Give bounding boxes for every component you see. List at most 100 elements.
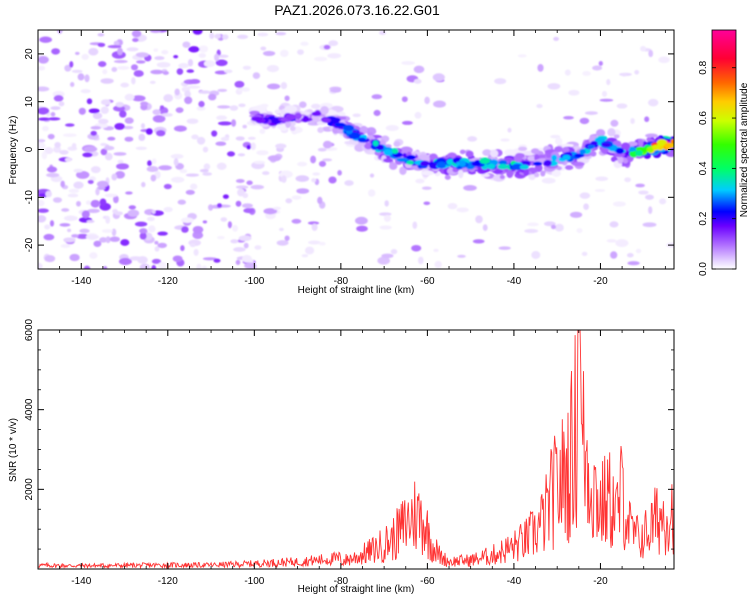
spectrogram-blob bbox=[612, 201, 626, 207]
spectrogram-blob bbox=[259, 128, 266, 134]
spectrogram-blob bbox=[220, 217, 228, 222]
spectrogram-blob bbox=[635, 248, 642, 254]
spectrogram-blob bbox=[613, 134, 620, 139]
spectrogram-blob bbox=[587, 144, 595, 149]
spectrogram-blob bbox=[329, 88, 342, 93]
spectrogram-blob bbox=[327, 53, 342, 59]
spectrogram-blob bbox=[527, 222, 539, 227]
spectrogram-blob bbox=[310, 155, 317, 164]
spectrogram-blob bbox=[594, 188, 606, 193]
spectrogram-blob bbox=[579, 117, 590, 125]
spectrogram-blob bbox=[617, 155, 624, 164]
snr-x-axis: -140 -120 -100 -80 -60 -40 -20 bbox=[37, 330, 666, 587]
spectrogram-blob bbox=[406, 154, 417, 160]
spectrogram-blob bbox=[100, 78, 114, 84]
spectrogram-blob bbox=[444, 174, 451, 180]
spectrogram-x-axis: -140 -120 -100 -80 -60 -40 -20 bbox=[37, 30, 666, 287]
spectrogram-blob bbox=[297, 49, 304, 55]
spectrogram-blob bbox=[174, 88, 180, 96]
spectrogram-blob bbox=[551, 154, 558, 162]
spectrogram-blob bbox=[90, 125, 102, 130]
spectrogram-blob bbox=[98, 61, 107, 68]
spectrogram-blob bbox=[383, 214, 391, 222]
spectrogram-blob bbox=[621, 73, 627, 77]
spectrogram-blob bbox=[65, 123, 75, 127]
spectrogram-blob bbox=[630, 118, 635, 124]
spectrogram-blob bbox=[39, 36, 53, 43]
spectrogram-blob bbox=[423, 201, 431, 206]
spectrogram-blob bbox=[432, 73, 445, 82]
y-tick-label: 10 bbox=[24, 96, 35, 108]
spectrogram-blob bbox=[497, 163, 509, 170]
x-tick-label: -120 bbox=[158, 576, 178, 587]
spectrogram-blob bbox=[50, 106, 61, 111]
spectrogram-blob bbox=[494, 78, 507, 85]
spectrogram-blob bbox=[217, 88, 228, 92]
spectrogram-blob bbox=[644, 116, 650, 123]
spectrogram-blob bbox=[231, 119, 237, 127]
spectrogram-blob bbox=[658, 56, 670, 64]
spectrogram-blob bbox=[615, 147, 625, 155]
spectrogram-blob bbox=[135, 52, 149, 58]
spectrogram-blob bbox=[238, 235, 252, 242]
spectrogram-blob bbox=[188, 46, 200, 53]
spectrogram-blob bbox=[257, 32, 269, 37]
spectrogram-blob bbox=[540, 170, 546, 177]
spectrogram-blob bbox=[192, 30, 203, 35]
spectrogram-blob bbox=[433, 100, 446, 108]
spectrogram-blob bbox=[447, 202, 458, 210]
spectrogram-blob bbox=[75, 170, 90, 179]
spectrogram-blob bbox=[530, 148, 540, 154]
spectrogram-blob bbox=[396, 157, 408, 162]
spectrogram-blob bbox=[185, 189, 195, 195]
spectrogram-blob bbox=[564, 165, 574, 171]
spectrogram-blob bbox=[111, 228, 117, 237]
spectrogram-blob bbox=[490, 149, 499, 158]
spectrogram-blob bbox=[238, 103, 246, 108]
spectrogram-blob bbox=[139, 228, 147, 234]
spectrogram-blob bbox=[562, 154, 571, 161]
spectrogram-blob bbox=[193, 248, 199, 256]
spectrogram-blob bbox=[237, 153, 246, 157]
spectrogram-blob bbox=[190, 183, 198, 190]
spectrogram-blob bbox=[235, 185, 249, 189]
spectrogram-blob bbox=[579, 148, 586, 155]
spectrogram-blob bbox=[301, 254, 309, 258]
spectrogram-blob bbox=[317, 196, 323, 205]
spectrogram-blob bbox=[38, 215, 47, 223]
spectrogram-blob bbox=[596, 129, 606, 137]
spectrogram-blob bbox=[436, 161, 446, 169]
spectrogram-blob bbox=[332, 126, 339, 134]
x-tick-label: -60 bbox=[420, 276, 435, 287]
spectrogram-blob bbox=[500, 138, 510, 142]
spectrogram-blob bbox=[222, 34, 229, 40]
colorbar: 0.0 0.2 0.4 0.6 0.8 Normalized spectral ampl… bbox=[698, 29, 750, 276]
spectrogram-blob bbox=[139, 232, 147, 240]
spectrogram-blob bbox=[126, 47, 139, 52]
spectrogram-blob bbox=[254, 105, 267, 113]
spectrogram-blob bbox=[146, 165, 159, 173]
spectrogram-blob bbox=[561, 143, 574, 148]
spectrogram-blob bbox=[102, 69, 108, 75]
spectrogram-blob bbox=[214, 53, 220, 62]
spectrogram-blob bbox=[629, 146, 636, 152]
spectrogram-blob bbox=[85, 200, 91, 205]
spectrogram-blob bbox=[156, 62, 171, 68]
spectrogram-blob bbox=[543, 159, 552, 167]
spectrogram-blob bbox=[198, 100, 205, 108]
spectrogram-blob bbox=[38, 56, 49, 64]
spectrogram-blob bbox=[147, 160, 152, 167]
spectrogram-blob bbox=[250, 184, 265, 190]
spectrogram-blob bbox=[606, 79, 611, 86]
spectrogram-blob bbox=[310, 103, 321, 109]
colorbar-ticks: 0.0 0.2 0.4 0.6 0.8 bbox=[698, 60, 736, 276]
spectrogram-blob bbox=[217, 105, 231, 109]
spectrogram-blob bbox=[38, 117, 51, 121]
spectrogram-blob bbox=[151, 265, 157, 269]
spectrogram-blob bbox=[177, 199, 186, 205]
spectrogram-blob bbox=[120, 82, 130, 88]
spectrogram-blob bbox=[582, 70, 591, 77]
spectrogram-x-label: Height of straight line (km) bbox=[298, 285, 415, 296]
x-tick-label: -100 bbox=[244, 576, 264, 587]
y-tick-label: -20 bbox=[24, 237, 35, 252]
